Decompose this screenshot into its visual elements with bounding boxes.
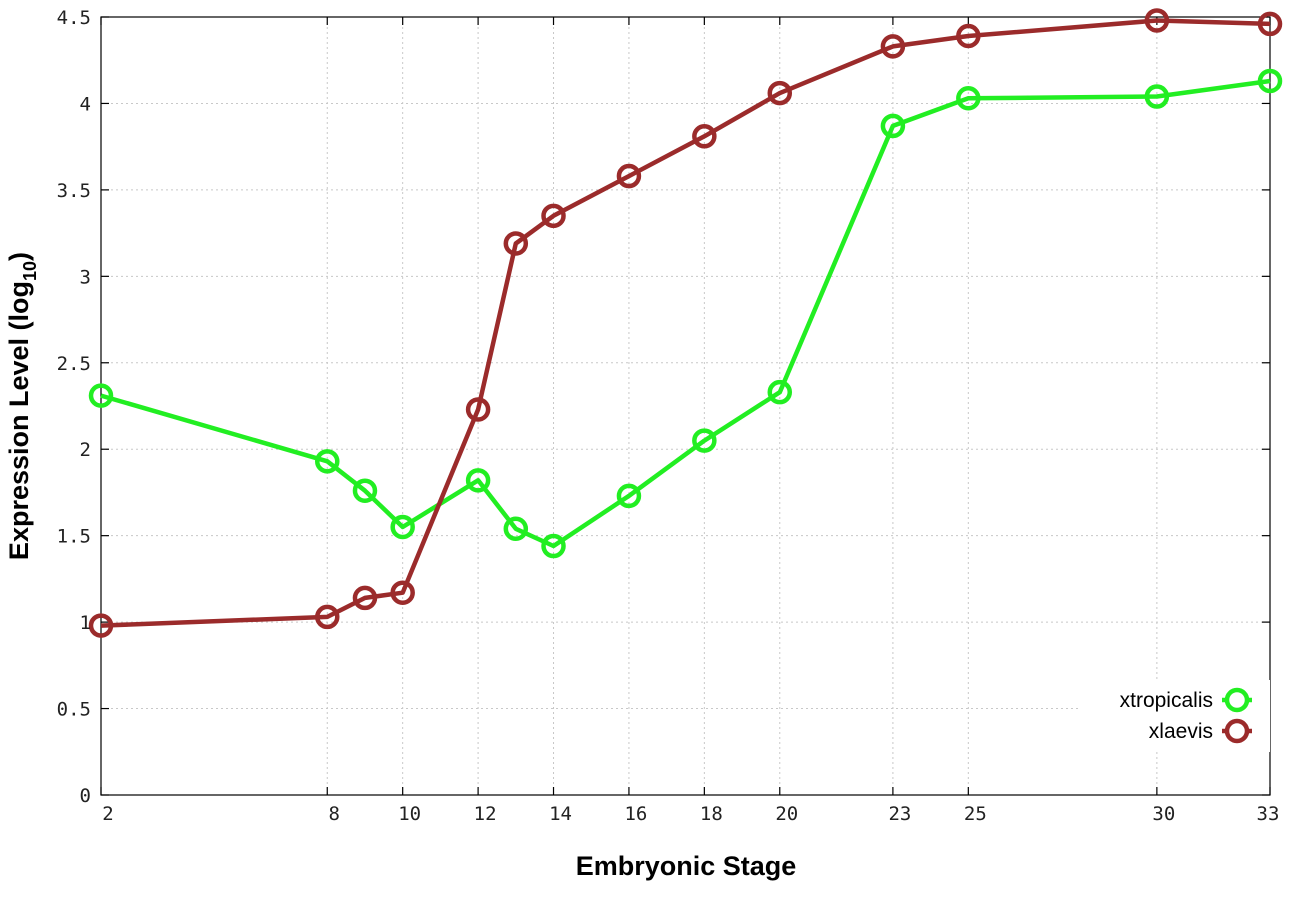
y-tick-label: 2 bbox=[80, 439, 91, 461]
data-point-xlaevis bbox=[692, 124, 717, 149]
data-point-xtropicalis bbox=[692, 428, 717, 453]
x-tick-label: 18 bbox=[700, 803, 723, 825]
data-point-xlaevis bbox=[315, 604, 340, 630]
data-point-xlaevis bbox=[465, 397, 491, 422]
y-tick-label: 1 bbox=[80, 612, 91, 634]
data-point-xtropicalis bbox=[616, 483, 642, 509]
x-tick-label: 20 bbox=[775, 803, 798, 825]
data-point-xlaevis bbox=[390, 580, 415, 605]
y-axis-title: Expression Level (log10) bbox=[4, 252, 40, 560]
y-tick-label: 3 bbox=[80, 266, 91, 288]
x-tick-label: 33 bbox=[1257, 803, 1280, 825]
y-axis-title-close: ) bbox=[4, 252, 34, 261]
x-tick-label: 2 bbox=[102, 803, 113, 825]
x-tick-labels: 2 8 10 12 14 16 18 20 23 25 30 33 bbox=[102, 803, 1279, 825]
data-point-xtropicalis bbox=[880, 113, 906, 139]
legend-label-xlaevis: xlaevis bbox=[1149, 720, 1213, 743]
x-tick-label: 30 bbox=[1152, 803, 1175, 825]
x-tick-label: 25 bbox=[964, 803, 987, 825]
series-line-xlaevis bbox=[100, 18, 1271, 628]
data-point-xlaevis bbox=[541, 203, 566, 229]
x-tick-label: 8 bbox=[329, 803, 340, 825]
data-point-xlaevis bbox=[503, 231, 529, 256]
grid bbox=[101, 17, 1270, 795]
x-tick-label: 16 bbox=[624, 803, 647, 825]
data-point-xlaevis bbox=[956, 23, 981, 49]
data-point-xtropicalis bbox=[352, 478, 378, 503]
x-tick-label: 14 bbox=[549, 803, 572, 825]
x-axis-title: Embryonic Stage bbox=[576, 851, 797, 881]
series-xtropicalis bbox=[88, 68, 1283, 559]
y-tick-label: 0 bbox=[80, 785, 91, 807]
series-xlaevis bbox=[88, 8, 1283, 638]
data-point-xtropicalis bbox=[767, 379, 793, 405]
data-point-xtropicalis bbox=[315, 449, 340, 474]
data-point-xlaevis bbox=[767, 80, 793, 106]
axis-ticks bbox=[100, 16, 1271, 796]
data-point-xlaevis bbox=[1257, 11, 1283, 37]
x-tick-label: 23 bbox=[888, 803, 911, 825]
y-tick-label: 4 bbox=[80, 93, 91, 115]
series-line-xtropicalis bbox=[100, 78, 1271, 549]
data-point-xtropicalis bbox=[503, 516, 529, 542]
y-axis-title-main: Expression Level (log bbox=[4, 281, 34, 560]
plot-frame bbox=[100, 16, 1271, 796]
y-tick-labels: 0 0.5 1 1.5 2 2.5 3 3.5 4 4.5 bbox=[57, 7, 91, 807]
data-point-xlaevis bbox=[352, 585, 378, 611]
y-tick-label: 0.5 bbox=[57, 699, 91, 721]
y-axis-title-subscript: 10 bbox=[20, 261, 40, 281]
data-point-xlaevis bbox=[616, 163, 642, 189]
data-point-xtropicalis bbox=[1257, 68, 1283, 94]
y-tick-label: 4.5 bbox=[57, 7, 91, 29]
data-point-xlaevis bbox=[88, 613, 114, 638]
data-point-xtropicalis bbox=[956, 86, 981, 111]
legend-marker-xlaevis bbox=[1224, 718, 1250, 744]
y-tick-label: 1.5 bbox=[57, 526, 91, 548]
data-point-xlaevis bbox=[1144, 8, 1170, 33]
data-point-xtropicalis bbox=[390, 514, 415, 540]
legend-label-xtropicalis: xtropicalis bbox=[1120, 689, 1213, 712]
legend-entry-xtropicalis: xtropicalis bbox=[1120, 687, 1252, 713]
data-point-xtropicalis bbox=[1144, 84, 1170, 109]
data-point-xtropicalis bbox=[465, 468, 491, 493]
data-point-xtropicalis bbox=[88, 383, 114, 408]
data-point-xlaevis bbox=[880, 34, 906, 59]
legend-marker-xtropicalis bbox=[1224, 687, 1250, 713]
x-tick-label: 12 bbox=[474, 803, 497, 825]
y-tick-label: 3.5 bbox=[57, 180, 91, 202]
legend: xtropicalis xlaevis bbox=[1080, 680, 1270, 752]
y-tick-label: 2.5 bbox=[57, 353, 91, 375]
legend-entry-xlaevis: xlaevis bbox=[1149, 718, 1252, 744]
series-lines bbox=[88, 8, 1283, 638]
data-point-xtropicalis bbox=[541, 533, 566, 559]
x-tick-label: 10 bbox=[398, 803, 421, 825]
